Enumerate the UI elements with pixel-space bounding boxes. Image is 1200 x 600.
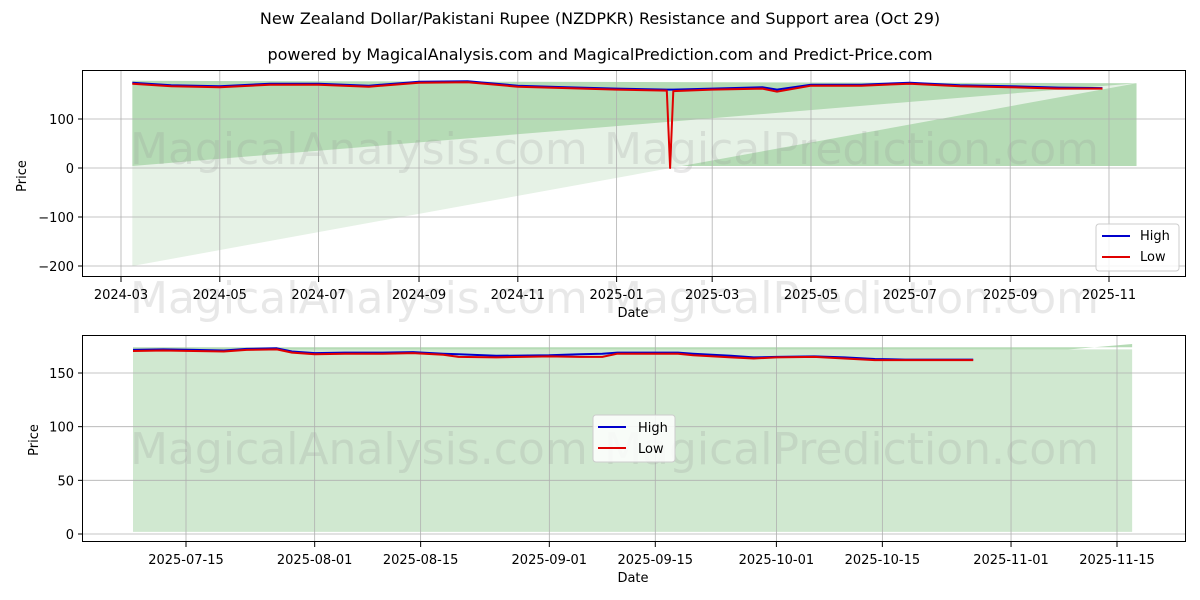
x-tick-label: 2025-07-15 <box>148 553 224 568</box>
top-gridlines <box>83 71 1186 277</box>
x-tick-label: 2025-03 <box>685 288 739 303</box>
watermark-analysis-top: MagicalAnalysis.com <box>130 124 588 175</box>
bottom-price-lines <box>132 347 974 362</box>
bottom-chart: MagicalAnalysis.com MagicalPrediction.co… <box>27 335 1186 586</box>
chart-title: New Zealand Dollar/Pakistani Rupee (NZDP… <box>259 9 941 28</box>
zone-1 <box>132 83 1137 266</box>
y-tick-label: 0 <box>66 162 74 177</box>
x-tick-label: 2025-05 <box>784 288 838 303</box>
legend-high-label: High <box>638 421 668 436</box>
zone-0 <box>132 80 1137 167</box>
x-tick-label: 2025-09 <box>983 288 1037 303</box>
x-tick-label: 2024-05 <box>193 288 247 303</box>
bottom-axes-frame <box>82 335 1186 542</box>
x-tick-label: 2024-11 <box>491 288 545 303</box>
x-tick-label: 2025-07 <box>883 288 937 303</box>
x-tick-label: 2024-03 <box>94 288 148 303</box>
x-tick-label: 2025-09-15 <box>618 553 694 568</box>
watermark-analysis-bottom: MagicalAnalysis.com <box>130 424 588 475</box>
bottom-y-axis-label: Price <box>27 424 42 456</box>
top-price-lines <box>132 80 1103 169</box>
bottom-x-axis-label: Date <box>617 571 648 586</box>
top-chart: MagicalAnalysis.com MagicalPrediction.co… <box>15 70 1186 324</box>
top-x-ticks: 2024-03 2024-05 2024-07 2024-09 2024-11 2025-… <box>94 277 1136 303</box>
y-tick-label: 100 <box>49 113 74 128</box>
top-y-ticks: −200 −100 0 100 <box>38 113 83 275</box>
y-tick-label: 0 <box>66 528 74 543</box>
top-x-axis-label: Date <box>617 306 648 321</box>
watermark-prediction-mid: MagicalPrediction.com <box>604 273 1099 324</box>
series-low-line <box>132 81 1103 169</box>
y-tick-label: 150 <box>49 367 74 382</box>
watermark-prediction-bottom: MagicalPrediction.com <box>604 424 1099 475</box>
series-low-line <box>132 348 974 362</box>
x-tick-label: 2025-11 <box>1082 288 1136 303</box>
y-tick-label: −200 <box>38 260 74 275</box>
x-tick-label: 2025-08-15 <box>383 553 459 568</box>
legend-high-label: High <box>1140 229 1170 244</box>
watermark-analysis-mid: MagicalAnalysis.com <box>130 273 588 324</box>
x-tick-label: 2024-09 <box>392 288 446 303</box>
bottom-x-ticks: 2025-07-15 2025-08-01 2025-08-15 2025-09-01… <box>148 542 1155 568</box>
y-tick-label: 50 <box>57 474 74 489</box>
y-tick-label: 100 <box>49 421 74 436</box>
x-tick-label: 2024-07 <box>291 288 345 303</box>
x-tick-label: 2025-10-01 <box>739 553 815 568</box>
top-legend: High Low <box>1095 223 1180 272</box>
x-tick-label: 2025-08-01 <box>277 553 353 568</box>
x-tick-label: 2025-10-15 <box>845 553 921 568</box>
watermark-prediction-top: MagicalPrediction.com <box>604 124 1099 175</box>
legend-low-label: Low <box>1140 250 1166 265</box>
top-y-axis-label: Price <box>15 160 30 192</box>
legend-low-label: Low <box>638 442 664 457</box>
bottom-legend: High Low <box>592 414 676 463</box>
top-zones <box>132 80 1137 266</box>
chart-subtitle: powered by MagicalAnalysis.com and Magic… <box>267 45 933 64</box>
bottom-y-ticks: 0 50 100 150 <box>49 367 83 543</box>
top-axes-frame <box>82 70 1186 277</box>
y-tick-label: −100 <box>38 211 74 226</box>
x-tick-label: 2025-09-01 <box>512 553 588 568</box>
x-tick-label: 2025-11-15 <box>1079 553 1155 568</box>
x-tick-label: 2025-11-01 <box>973 553 1049 568</box>
x-tick-label: 2025-01 <box>589 288 643 303</box>
